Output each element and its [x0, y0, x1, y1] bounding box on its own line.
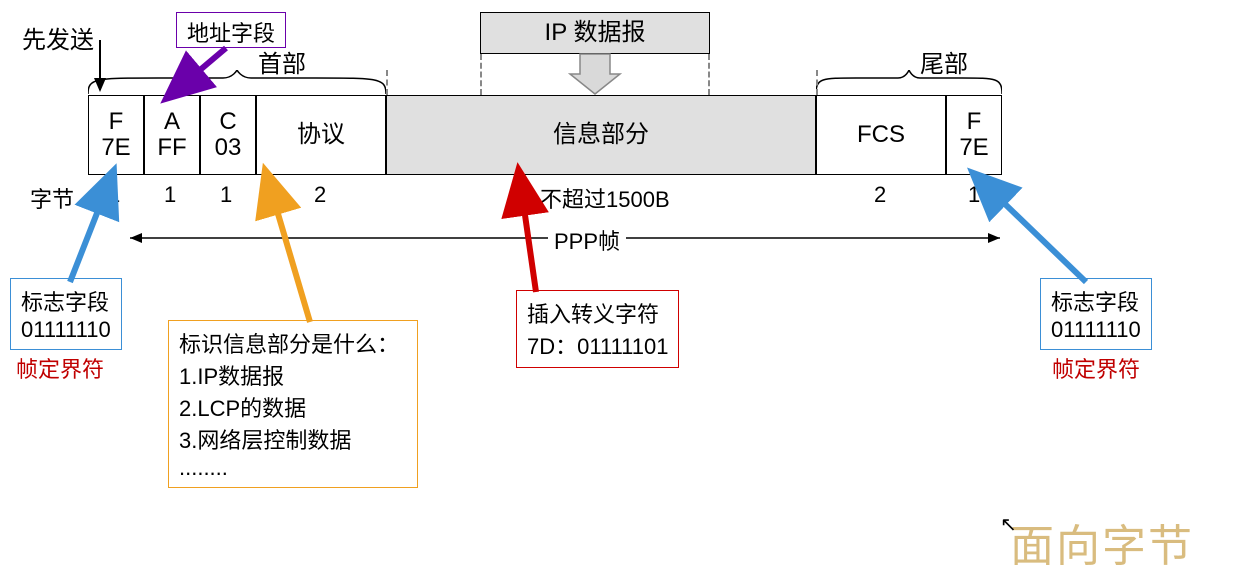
proto-desc-callout: 标识信息部分是什么： 1.IP数据报 2.LCP的数据 3.网络层控制数据 ..…	[168, 320, 418, 488]
flag-right-l1: 标志字段	[1051, 285, 1141, 317]
cursor-icon: ↖	[1000, 512, 1017, 537]
escape-callout: 插入转义字符 7D：01111101	[516, 290, 679, 368]
proto-desc-1: 1.IP数据报	[179, 359, 407, 391]
proto-desc-0: 标识信息部分是什么：	[179, 327, 407, 359]
proto-desc-3: 3.网络层控制数据	[179, 423, 407, 455]
flag-right-callout: 标志字段 01111110	[1040, 278, 1152, 350]
escape-l2: 7D：01111101	[527, 329, 668, 361]
flag-left-callout: 标志字段 01111110	[10, 278, 122, 350]
proto-desc-4: ........	[179, 455, 407, 481]
watermark-text: 面向字节	[1010, 510, 1194, 569]
diagram-stage: IP 数据报 先发送 地址字段 首部 尾部 F 7E A FF C 03 协议 …	[0, 0, 1238, 569]
flag-left-l1: 标志字段	[21, 285, 111, 317]
proto-desc-2: 2.LCP的数据	[179, 391, 407, 423]
delimiter-left: 帧定界符	[16, 352, 104, 384]
flag-left-l2: 01111110	[21, 317, 111, 343]
ppp-span-line	[0, 0, 1238, 260]
delimiter-right: 帧定界符	[1052, 352, 1140, 384]
ppp-label: PPP帧	[548, 224, 626, 256]
flag-right-l2: 01111110	[1051, 317, 1141, 343]
escape-l1: 插入转义字符	[527, 297, 668, 329]
